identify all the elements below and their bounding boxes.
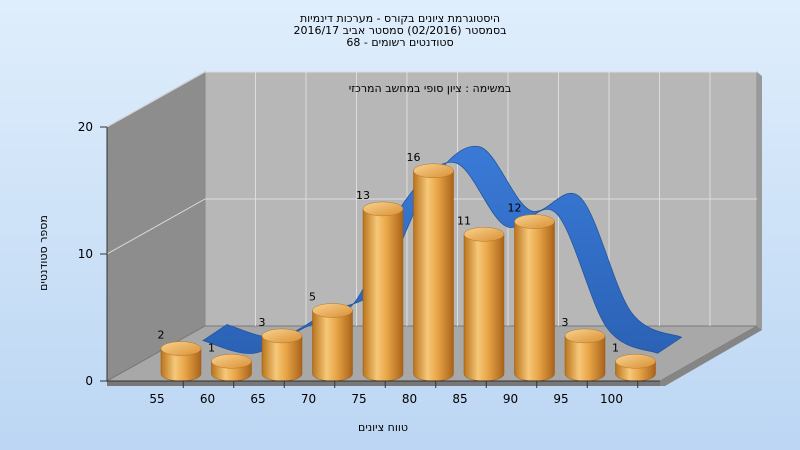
x-tick-label: 75 (351, 392, 366, 406)
bar-cap (564, 328, 606, 344)
bar-85: 11 (457, 214, 505, 382)
bar-value-label: 5 (309, 291, 316, 304)
bar-cap (261, 328, 303, 344)
y-tick-label: 10 (78, 247, 93, 261)
bar-cap (413, 163, 454, 179)
bar-cap (463, 227, 505, 242)
bar-cap (211, 354, 252, 369)
bar-65: 3 (259, 316, 303, 382)
x-tick-label: 85 (452, 392, 467, 406)
bar-95: 3 (562, 316, 606, 382)
x-tick-label: 90 (503, 392, 518, 406)
y-tick-label: 20 (78, 120, 93, 134)
x-tick-label: 55 (149, 392, 164, 406)
wall-edge-right (757, 72, 762, 330)
bar-value-label: 1 (208, 341, 215, 354)
bar-55: 2 (158, 329, 202, 382)
bar-70: 5 (309, 291, 353, 382)
bar-cap (312, 303, 353, 318)
bar-90: 12 (508, 202, 555, 382)
x-tick-label: 65 (250, 392, 265, 406)
bar-60: 1 (208, 341, 252, 382)
bar-80: 16 (407, 151, 454, 382)
x-tick-label: 80 (402, 392, 417, 406)
floor-edge-right (660, 326, 762, 386)
bar-body (514, 221, 555, 382)
y-axis-label: מספר סטודנטים (37, 215, 50, 291)
grid-line-side (106, 198, 206, 255)
floor-edge (107, 381, 660, 386)
bar-body (362, 208, 404, 382)
bar-value-label: 12 (508, 202, 522, 215)
title-line-2: בסמסטר (02/2016) סמסטר אביב 2016/17 (293, 24, 506, 37)
bar-cap (362, 201, 404, 217)
bar-value-label: 3 (259, 316, 266, 329)
bar-body (312, 310, 353, 382)
grid-line-side (106, 71, 206, 128)
bar-cap (160, 341, 202, 356)
bar-75: 13 (356, 189, 404, 382)
x-tick-label: 60 (200, 392, 215, 406)
grid-lines (106, 71, 757, 326)
bar-value-label: 3 (562, 316, 569, 329)
bar-body (413, 170, 454, 382)
x-axis-label: טווח ציונים (358, 421, 408, 434)
bar-value-label: 13 (356, 189, 370, 202)
bar-value-label: 16 (407, 151, 421, 164)
bar-cap (615, 354, 656, 369)
bar-cap (514, 214, 555, 229)
chart-subtitle: במשימה : ציון סופי במחשב המרכזי (349, 82, 512, 95)
axes: 0 10 20 55 60 65 70 75 80 85 90 95 100 (78, 120, 660, 406)
bar-value-label: 11 (457, 214, 471, 227)
title-line-3: סטודנטים רשומים - 68 (346, 36, 453, 49)
bar-body (463, 234, 505, 382)
x-tick-label: 95 (553, 392, 568, 406)
x-tick-label: 100 (600, 392, 623, 406)
bar-value-label: 2 (158, 329, 165, 342)
y-tick-label: 0 (85, 374, 93, 388)
x-tick-label: 70 (301, 392, 316, 406)
bar-100: 1 (612, 341, 656, 382)
bar-value-label: 1 (612, 341, 619, 354)
title-line-1: היסטוגרמת ציונים בקורס - מערכות דינמיות (300, 12, 500, 25)
